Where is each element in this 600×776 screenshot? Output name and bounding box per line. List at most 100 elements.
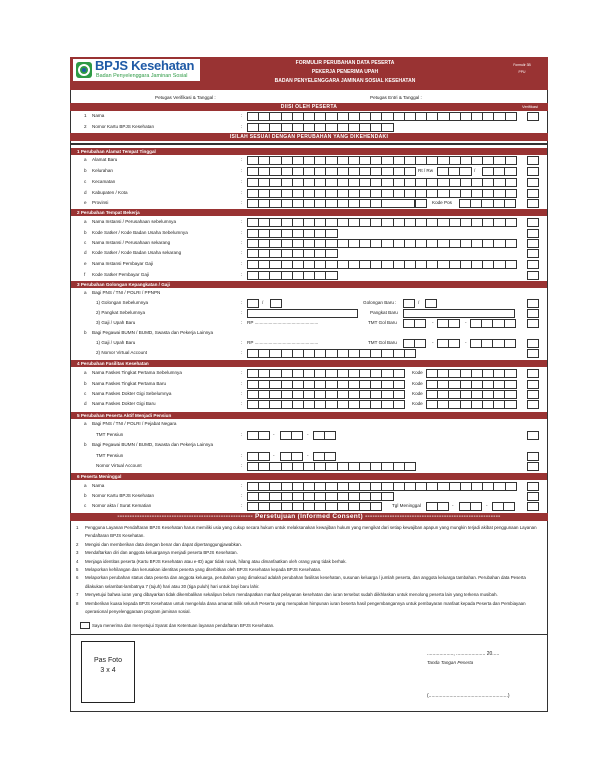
input-box[interactable] (459, 166, 472, 176)
verification-box[interactable] (527, 270, 539, 280)
verification-box[interactable] (527, 318, 539, 328)
input-box[interactable] (504, 259, 517, 269)
input-box[interactable] (414, 318, 427, 328)
colon: : (241, 340, 243, 345)
input-box[interactable] (403, 348, 416, 358)
input-field[interactable] (403, 308, 515, 318)
input-box[interactable] (414, 338, 427, 348)
verification-box[interactable] (527, 228, 539, 238)
verification-box[interactable] (527, 188, 539, 198)
input-box[interactable] (504, 166, 517, 176)
verification-box[interactable] (527, 501, 539, 511)
input-box[interactable] (403, 298, 416, 308)
input-box[interactable] (392, 379, 405, 389)
colon: : (241, 250, 243, 255)
input-box[interactable] (504, 389, 517, 399)
input-box[interactable] (403, 461, 416, 471)
signature-name-line[interactable]: (.......................................… (427, 693, 510, 699)
input-box[interactable] (258, 430, 271, 440)
input-box[interactable] (324, 430, 337, 440)
consent-item-number: 4 (76, 558, 79, 564)
input-box[interactable] (325, 248, 338, 258)
verification-box[interactable] (527, 177, 539, 187)
signature-label: Tanda Tangan Peserta (427, 660, 474, 665)
input-box[interactable] (247, 298, 260, 308)
verification-box[interactable] (527, 338, 539, 348)
field-label: Nama (92, 483, 105, 488)
verification-box[interactable] (527, 155, 539, 165)
row-letter: a (84, 157, 87, 162)
input-field[interactable] (247, 308, 358, 318)
input-box[interactable] (403, 166, 416, 176)
verification-box[interactable] (527, 389, 539, 399)
colon: : (241, 300, 243, 305)
input-box[interactable] (503, 501, 516, 511)
input-box[interactable] (291, 451, 304, 461)
input-box[interactable] (381, 122, 394, 132)
input-box[interactable] (425, 298, 438, 308)
verification-box[interactable] (527, 248, 539, 258)
verification-box[interactable] (527, 348, 539, 358)
verification-box[interactable] (527, 166, 539, 176)
title-line: BADAN PENYELENGGARA JAMINAN SOSIAL KESEH… (274, 78, 416, 84)
input-box[interactable] (504, 238, 517, 248)
input-box[interactable] (291, 430, 304, 440)
input-box[interactable] (258, 451, 271, 461)
colon: : (241, 350, 243, 355)
verification-box[interactable] (527, 451, 539, 461)
field-label: Kode Satker / Kode Badan Usaha Sebelumny… (92, 230, 188, 235)
field-label: Nama Faskes Tingkat Pertama Baru (92, 381, 167, 386)
input-box[interactable] (437, 501, 450, 511)
input-box[interactable] (504, 155, 517, 165)
input-box[interactable] (504, 399, 517, 409)
input-box[interactable] (503, 338, 516, 348)
input-box[interactable] (504, 481, 517, 491)
input-box[interactable] (381, 491, 394, 501)
verification-box[interactable] (527, 399, 539, 409)
input-field[interactable] (381, 198, 415, 208)
date-line[interactable]: ..................., ...................… (427, 651, 500, 657)
verification-box[interactable] (527, 461, 539, 471)
input-box[interactable] (325, 270, 338, 280)
input-box[interactable] (392, 389, 405, 399)
verification-box[interactable] (527, 238, 539, 248)
row-letter: a (84, 219, 87, 224)
row-letter: d (84, 190, 87, 195)
field-label: Nomor Kartu BPJS Kesehatan (92, 493, 155, 498)
verification-box[interactable] (527, 217, 539, 227)
verification-box[interactable] (527, 198, 539, 208)
input-box[interactable] (270, 298, 283, 308)
input-box[interactable] (504, 379, 517, 389)
separator: - (307, 432, 309, 437)
input-box[interactable] (503, 318, 516, 328)
verification-box[interactable] (527, 259, 539, 269)
input-box[interactable] (504, 177, 517, 187)
input-box[interactable] (392, 399, 405, 409)
input-box[interactable] (415, 198, 428, 208)
verification-box[interactable] (527, 430, 539, 440)
field-label: Pangkat Baru (370, 310, 398, 315)
verification-box[interactable] (527, 491, 539, 501)
input-box[interactable] (470, 501, 483, 511)
input-box[interactable] (448, 338, 461, 348)
input-box[interactable] (503, 198, 516, 208)
input-box[interactable] (504, 217, 517, 227)
verification-box[interactable] (527, 481, 539, 491)
verification-box[interactable] (527, 298, 539, 308)
verification-box[interactable] (527, 379, 539, 389)
colon: : (241, 453, 243, 458)
input-box[interactable] (324, 451, 337, 461)
verification-box[interactable] (527, 368, 539, 378)
input-box[interactable] (504, 188, 517, 198)
input-box[interactable] (504, 368, 517, 378)
input-box[interactable] (370, 501, 383, 511)
input-box[interactable] (448, 318, 461, 328)
consent-checkbox[interactable] (80, 622, 90, 629)
input-box[interactable] (504, 111, 517, 121)
consent-item-number: 8 (76, 600, 79, 606)
verification-box[interactable] (527, 308, 539, 318)
input-box[interactable] (325, 228, 338, 238)
input-box[interactable] (392, 368, 405, 378)
field-label: Bagi Pegawai BUMN / BUMD, Swasta dan Pek… (92, 330, 214, 335)
verification-box[interactable] (527, 111, 539, 121)
